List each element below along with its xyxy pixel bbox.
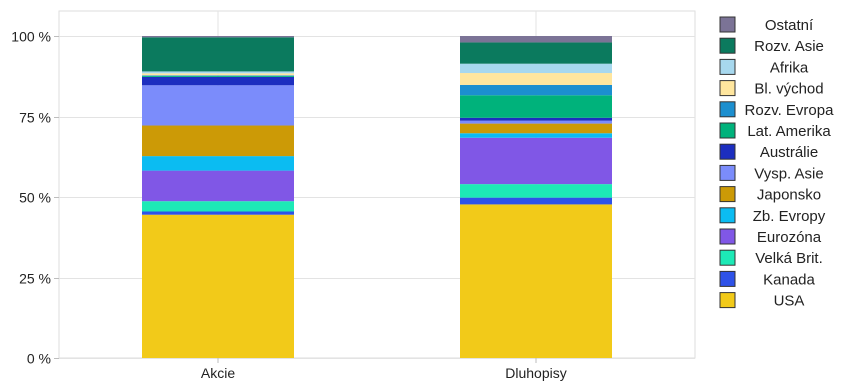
bar-segment (460, 184, 612, 198)
legend-swatch (719, 270, 736, 287)
legend-swatch (719, 37, 736, 54)
legend-label: Vysp. Asie (754, 165, 823, 182)
legend-label: Kanada (763, 271, 815, 288)
bar-segment (142, 76, 294, 86)
axes-layer: 0 % 25 % 50 % 75 % 100 % Akcie Dluhopisy (11, 29, 566, 382)
legend-label: Rozv. Evropa (745, 102, 835, 119)
y-tick-label: 0 % (27, 351, 51, 367)
legend-swatch (719, 80, 736, 97)
y-tick-label: 100 % (11, 29, 51, 45)
bar-segment (142, 85, 294, 126)
x-tick-label: Dluhopisy (505, 365, 566, 381)
legend-swatch (719, 16, 736, 33)
bar-segment (460, 137, 612, 185)
bar-segment (460, 73, 612, 85)
bar-segment (142, 201, 294, 212)
bar-segment (460, 197, 612, 205)
bar-segment (460, 42, 612, 64)
legend-swatch (719, 249, 736, 266)
bar-segment (460, 120, 612, 124)
y-tick-label: 50 % (19, 190, 51, 206)
bar-segment (460, 204, 612, 358)
bar-segment (460, 63, 612, 74)
legend-label: Velká Brit. (755, 250, 823, 267)
legend-swatch (719, 207, 736, 224)
bar-segment (142, 37, 294, 72)
bar-segment (460, 95, 612, 118)
bar-segment (142, 75, 294, 77)
legend-label: Austrálie (760, 144, 818, 161)
bar-segment (142, 214, 294, 358)
legend-swatch (719, 228, 736, 245)
bar-segment (142, 71, 294, 74)
legend-label: Japonsko (757, 187, 821, 204)
legend-label: Lat. Amerika (747, 123, 831, 140)
legend-swatch (719, 58, 736, 75)
legend-label: Zb. Evropy (753, 208, 826, 225)
bar-segment (460, 117, 612, 121)
legend-swatch (719, 101, 736, 118)
bar-segment (142, 156, 294, 171)
legend-swatch (719, 164, 736, 181)
bar-segment (460, 84, 612, 96)
legend-swatch (719, 143, 736, 160)
bar-segment (460, 123, 612, 134)
bar-segment (142, 75, 294, 76)
bar-segment (142, 125, 294, 157)
legend-swatch (719, 122, 736, 139)
x-tick-label: Akcie (201, 365, 235, 381)
legend-swatch (719, 186, 736, 203)
bar-segment (460, 36, 612, 43)
legend-label: Ostatní (765, 17, 814, 34)
bar-segment (142, 73, 294, 76)
legend-label: Eurozóna (757, 229, 822, 246)
bar-segment (142, 170, 294, 202)
legend-label: Bl. východ (754, 81, 823, 98)
legend-label: Afrika (770, 59, 809, 76)
bar-segment (460, 133, 612, 138)
legend-label: Rozv. Asie (754, 38, 824, 55)
y-tick-label: 75 % (19, 110, 51, 126)
legend-swatch (719, 292, 736, 309)
bar-segment (142, 211, 294, 215)
legend-label: USA (774, 293, 805, 310)
bars-layer (142, 36, 612, 358)
bar-segment (142, 36, 294, 38)
legend-layer: Ostatní Rozv. Asie Afrika Bl. východ Rozv. E… (719, 16, 835, 310)
y-tick-label: 25 % (19, 271, 51, 287)
